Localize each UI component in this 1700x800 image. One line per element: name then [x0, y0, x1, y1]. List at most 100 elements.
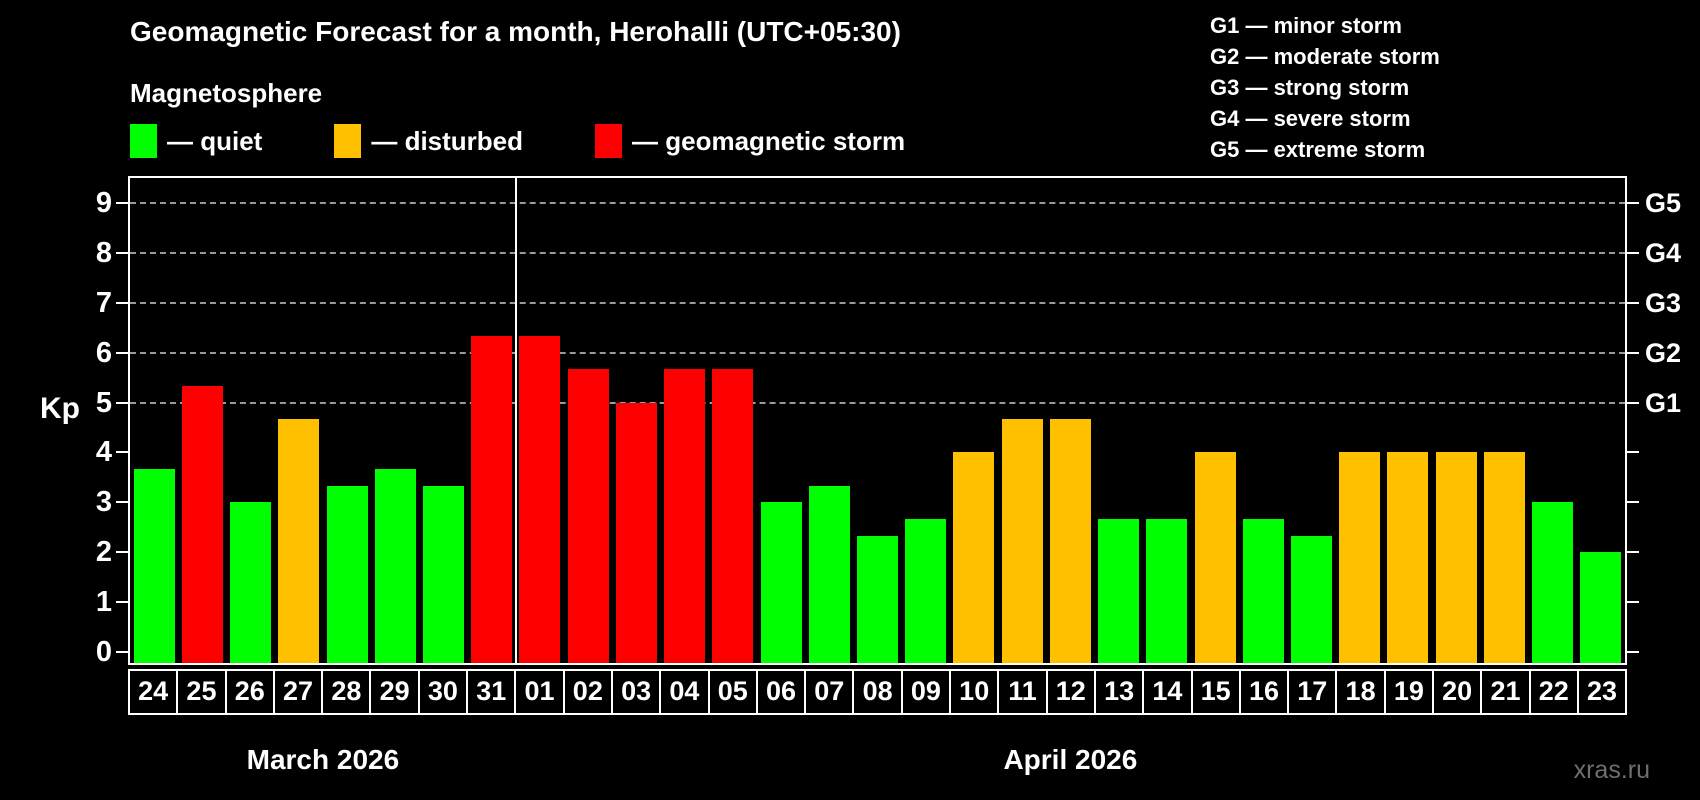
kp-bar-31 — [471, 336, 513, 663]
y-axis-title: Kp — [40, 392, 80, 425]
right-tick-kp7 — [1627, 301, 1639, 304]
storm-color-swatch — [595, 124, 623, 158]
kp-bar-30 — [422, 485, 464, 663]
date-cell-12: 12 — [1045, 669, 1096, 715]
kp-bar-02 — [567, 369, 609, 663]
date-cell-10: 10 — [949, 669, 1000, 715]
right-tick-kp6 — [1627, 351, 1639, 354]
kp-bar-21 — [1483, 452, 1525, 663]
date-cell-20: 20 — [1432, 669, 1483, 715]
g3-legend-line: G3 — strong storm — [1210, 75, 1410, 100]
date-cell-23: 23 — [1576, 669, 1628, 715]
date-cell-08: 08 — [852, 669, 903, 715]
disturbed-color-swatch — [334, 124, 362, 158]
kp-bar-16 — [1242, 518, 1284, 663]
month-label-march: March 2026 — [246, 744, 400, 775]
legend-label-disturbed: — disturbed — [371, 125, 524, 156]
kp-bar-05 — [712, 369, 754, 663]
y-tick-label-0: 0 — [95, 636, 112, 668]
date-cell-17: 17 — [1287, 669, 1338, 715]
left-tick-kp1 — [116, 601, 128, 604]
kp-bar-01 — [519, 336, 561, 663]
date-cell-25: 25 — [176, 669, 227, 715]
kp-bar-07 — [808, 485, 850, 663]
right-tick-kp3 — [1627, 501, 1639, 504]
y-tick-label-7: 7 — [95, 286, 112, 319]
legend-label-storm: — geomagnetic storm — [632, 125, 906, 156]
kp-bar-24 — [133, 468, 175, 663]
month-separator-line — [514, 178, 517, 663]
g1-legend-line: G1 — minor storm — [1210, 13, 1402, 38]
date-cell-29: 29 — [369, 669, 420, 715]
y-tick-label-9: 9 — [95, 186, 112, 219]
kp-bar-20 — [1435, 452, 1477, 663]
month-labels-row: March 2026 April 2026 — [128, 744, 1627, 778]
g2-legend-line: G2 — moderate storm — [1210, 44, 1440, 69]
chart-subtitle: Magnetosphere — [130, 78, 323, 108]
right-axis-label-g5: G5 — [1645, 187, 1682, 218]
y-tick-label-4: 4 — [95, 436, 112, 469]
legend-item-storm: — geomagnetic storm — [595, 124, 905, 158]
kp-bar-04 — [664, 369, 706, 663]
kp-bar-19 — [1387, 452, 1429, 663]
date-cell-16: 16 — [1238, 669, 1290, 715]
legend-label-quiet: — quiet — [167, 125, 263, 156]
watermark: xras.ru — [1573, 756, 1650, 784]
kp-bar-18 — [1339, 452, 1381, 663]
date-cell-30: 30 — [417, 669, 469, 715]
gridline-kp8 — [130, 251, 1625, 254]
right-axis-label-g3: G3 — [1645, 287, 1682, 318]
date-cell-07: 07 — [804, 669, 855, 715]
gridline-kp9 — [130, 201, 1625, 204]
date-cell-11: 11 — [997, 669, 1048, 715]
x-axis-date-row: 24 25 26 27 28 29 30 31 01 02 03 04 05 06 07 08 09 10 11 12… — [128, 669, 1628, 715]
y-tick-label-1: 1 — [95, 586, 112, 619]
kp-bar-23 — [1580, 552, 1622, 663]
right-tick-kp2 — [1627, 551, 1639, 554]
right-tick-kp0 — [1627, 651, 1639, 653]
date-cell-28: 28 — [321, 669, 372, 715]
left-tick-kp0 — [116, 651, 128, 653]
legend-item-quiet: — quiet — [130, 124, 262, 158]
y-tick-label-6: 6 — [95, 336, 112, 369]
left-tick-kp4 — [116, 451, 128, 454]
kp-bar-03 — [615, 402, 657, 663]
kp-bar-14 — [1146, 518, 1188, 663]
y-tick-label-8: 8 — [95, 236, 112, 269]
left-tick-kp3 — [116, 501, 128, 504]
right-tick-kp4 — [1627, 451, 1639, 454]
right-axis-label-g1: G1 — [1645, 387, 1682, 418]
date-cell-27: 27 — [272, 669, 324, 715]
date-cell-01: 01 — [514, 669, 565, 715]
left-tick-kp7 — [116, 301, 128, 304]
right-tick-kp5 — [1627, 401, 1639, 404]
kp-bar-15 — [1194, 452, 1236, 663]
plot-area — [128, 176, 1627, 665]
kp-bar-11 — [1001, 418, 1043, 663]
kp-bar-27 — [278, 418, 320, 663]
y-tick-label-5: 5 — [95, 386, 112, 419]
kp-bar-29 — [374, 468, 416, 663]
right-tick-kp9 — [1627, 201, 1639, 204]
gridline-kp5 — [130, 401, 1625, 404]
date-cell-31: 31 — [466, 669, 517, 715]
date-cell-13: 13 — [1093, 669, 1145, 715]
date-cell-14: 14 — [1142, 669, 1193, 715]
kp-bar-22 — [1532, 502, 1574, 663]
y-tick-label-3: 3 — [95, 486, 112, 519]
date-cell-06: 06 — [755, 669, 807, 715]
left-tick-kp2 — [116, 551, 128, 554]
left-tick-kp6 — [116, 351, 128, 354]
date-cell-22: 22 — [1528, 669, 1579, 715]
left-tick-kp5 — [116, 401, 128, 404]
gridline-kp7 — [130, 301, 1625, 304]
left-tick-kp9 — [116, 201, 128, 204]
kp-bar-13 — [1098, 518, 1140, 663]
quiet-color-swatch — [130, 124, 157, 158]
date-cell-02: 02 — [562, 669, 613, 715]
date-cell-26: 26 — [224, 669, 275, 715]
date-cell-05: 05 — [707, 669, 758, 715]
right-tick-kp8 — [1627, 251, 1639, 254]
right-tick-kp1 — [1627, 601, 1639, 604]
kp-bar-28 — [326, 485, 368, 663]
